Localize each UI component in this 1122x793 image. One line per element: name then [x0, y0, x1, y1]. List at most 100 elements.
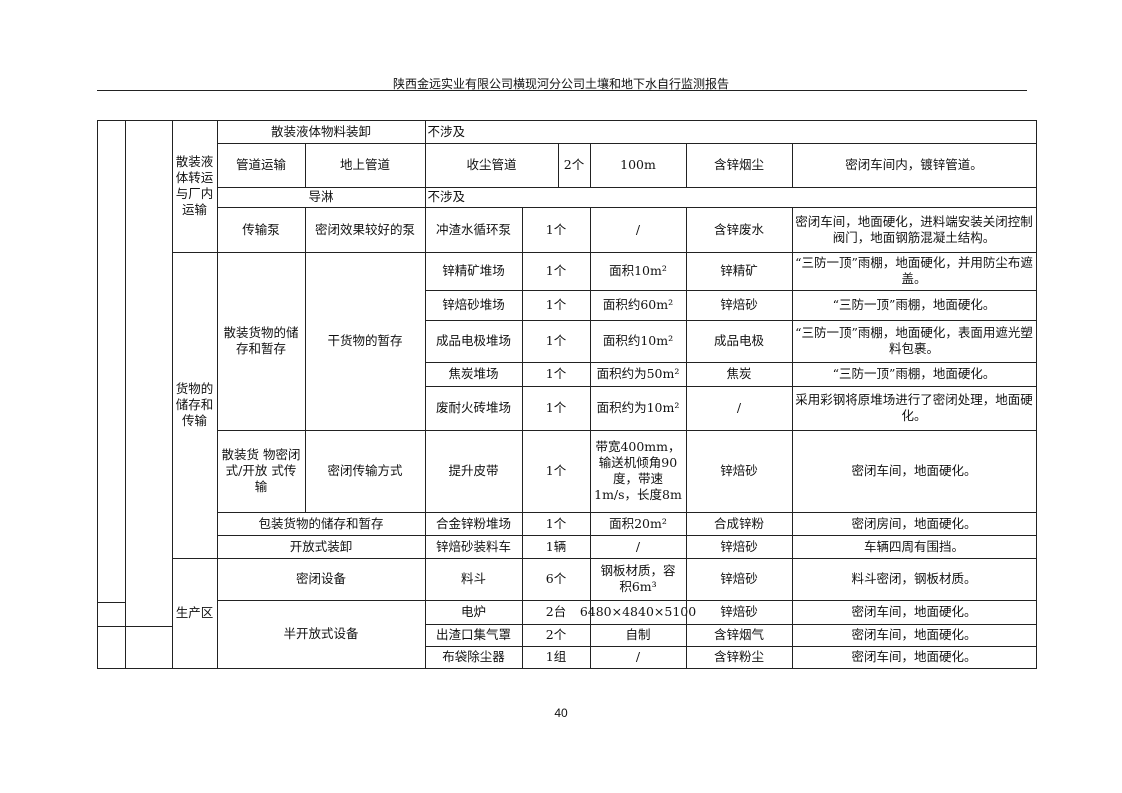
- table-cell-r8-e: 面积约为50m²: [589, 361, 687, 387]
- cell-text: 自制: [625, 627, 651, 642]
- cell-text: 带宽400mm，输送机倾角90度，带速1m/s，长度8m: [594, 439, 682, 502]
- table-cell-r5-e: 面积10m²: [589, 251, 687, 291]
- table-cell-r2-e: 100m: [589, 142, 687, 188]
- cell-text: 锌焙砂堆场: [442, 297, 505, 312]
- cell-text: 开放式装卸: [289, 538, 353, 554]
- cell-text: 成品电极堆场: [435, 333, 511, 348]
- cell-text: 锌焙砂: [720, 571, 758, 586]
- cell-text: 不涉及: [427, 189, 466, 204]
- table-cell-r11-f: 合成锌粉: [685, 511, 793, 536]
- cell-text: 电炉: [460, 604, 486, 619]
- table-cell-bulk-storage-a: 散装货物的储存和暂存: [216, 251, 306, 431]
- cell-text: 锌焙砂装料车: [435, 538, 511, 554]
- table-cell-r10-c: 提升皮带: [424, 429, 523, 513]
- cell-text: 含锌粉尘: [713, 649, 764, 664]
- table-cell-r9-c: 废耐火砖堆场: [424, 385, 523, 431]
- table-cell-r7-e: 面积约10m²: [589, 319, 687, 363]
- cell-text: 锌精矿: [720, 263, 758, 278]
- table-cell-r10-d: 1个: [521, 429, 591, 513]
- table-cell-r2-b: 地上管道: [304, 142, 426, 188]
- cell-text: 焦炭堆场: [448, 366, 499, 381]
- table-cell-groups-goods: 货物的储存和传输: [171, 251, 218, 559]
- table-cell-r4-f: 含锌废水: [685, 206, 793, 253]
- cell-text: 出渣口集气罩: [435, 627, 511, 642]
- table-cell-empty: [124, 119, 173, 669]
- cell-text: 合成锌粉: [713, 515, 764, 531]
- table-cell-r4-e: /: [589, 206, 687, 253]
- cell-text: 100m: [620, 157, 656, 172]
- table-cell-r10-e: 带宽400mm，输送机倾角90度，带速1m/s，长度8m: [589, 429, 687, 513]
- cell-text: 不涉及: [427, 123, 466, 139]
- cell-text: 半开放式设备: [283, 626, 359, 641]
- table-cell-r8-d: 1个: [521, 361, 591, 387]
- cell-text: 散装液体转运与厂内运输: [175, 154, 214, 217]
- cell-text: 成品电极: [713, 333, 764, 348]
- table-cell-r7-f: 成品电极: [685, 319, 793, 363]
- table-cell-r13-e: 钢板材质，容 积6m³: [589, 557, 687, 601]
- table-cell-r3-b: 不涉及: [424, 186, 1037, 208]
- cell-text: 废耐火砖堆场: [435, 400, 511, 415]
- table-cell-r12-c: 锌焙砂装料车: [424, 534, 523, 559]
- header-divider: [97, 90, 1027, 91]
- table-cell-r13-a: 密闭设备: [216, 557, 426, 601]
- table-cell-r13-c: 料斗: [424, 557, 523, 601]
- table-cell-r11-g: 密闭房间，地面硬化。: [791, 511, 1037, 536]
- table-cell-r10-a: 散装货 物密闭式/开放 式传输: [216, 429, 306, 513]
- cell-text: 提升皮带: [448, 463, 499, 478]
- cell-text: 2个: [545, 627, 567, 642]
- cell-text: 2台: [545, 604, 567, 619]
- table-cell-r16-f: 含锌粉尘: [685, 645, 793, 669]
- table-cell-r2-c: 收尘管道: [424, 142, 559, 188]
- table-cell-r12-e: /: [589, 534, 687, 559]
- cell-text: 密闭房间，地面硬化。: [851, 515, 977, 531]
- cell-text: “三防一顶”雨棚，地面硬化。: [832, 366, 996, 381]
- cell-text: 车辆四周有围挡。: [863, 538, 964, 554]
- cell-text: 收尘管道: [466, 157, 517, 172]
- table-cell-r12-a: 开放式装卸: [216, 534, 426, 559]
- table-cell-r11-c: 合金锌粉堆场: [424, 511, 523, 536]
- cell-text: 干货物的暂存: [327, 333, 403, 348]
- cell-text: 1个: [545, 297, 567, 312]
- table-cell-r9-d: 1个: [521, 385, 591, 431]
- table-cell-semi-open: 半开放式设备: [216, 599, 426, 669]
- cell-text: 密闭车间，地面硬化。: [851, 627, 977, 642]
- cell-text: 冲渣水循环泵: [435, 221, 511, 237]
- table-cell-r2-a: 管道运输: [216, 142, 306, 188]
- cell-text: 锌焙砂: [720, 463, 758, 478]
- table-cell-r7-g: “三防一顶”雨棚，地面硬化，表面用遮光塑料包裹。: [791, 319, 1037, 363]
- cell-text: 地上管道: [339, 157, 390, 172]
- table-rule: [97, 602, 125, 603]
- table-cell-r6-d: 1个: [521, 289, 591, 321]
- cell-text: 含锌烟气: [713, 627, 764, 642]
- cell-text: 料斗密闭，钢板材质。: [851, 571, 977, 586]
- table-cell-r14-e: 6480×4840×5100: [580, 599, 696, 625]
- table-cell-r9-f: /: [685, 385, 793, 431]
- cell-text: 含锌烟尘: [713, 157, 764, 172]
- cell-text: 6480×4840×5100: [579, 604, 697, 619]
- table-cell-r11-e: 面积20m²: [589, 511, 687, 536]
- table-cell-r13-f: 锌焙砂: [685, 557, 793, 601]
- cell-text: 锌焙砂: [720, 604, 758, 619]
- cell-text: 6个: [545, 571, 567, 586]
- table-cell-r15-c: 出渣口集气罩: [424, 623, 523, 647]
- page-number: 40: [554, 706, 568, 720]
- cell-text: 钢板材质，容 积6m³: [600, 563, 676, 594]
- cell-text: 货物的储存和传输: [175, 381, 214, 428]
- cell-text: /: [736, 400, 742, 415]
- table-cell-r15-f: 含锌烟气: [685, 623, 793, 647]
- cell-text: 散装货物的储存和暂存: [223, 325, 299, 356]
- table-cell-r16-d: 1组: [521, 645, 591, 669]
- cell-text: 传输泵: [242, 221, 280, 237]
- table-cell-r16-c: 布袋除尘器: [424, 645, 523, 669]
- cell-text: 面积约60m²: [602, 297, 674, 312]
- cell-text: 焦炭: [726, 366, 752, 381]
- table-cell-r2-d: 2个: [557, 142, 591, 188]
- table-cell-r11-d: 1个: [521, 511, 591, 536]
- cell-text: 锌精矿堆场: [442, 263, 505, 278]
- table-cell-r12-d: 1辆: [521, 534, 591, 559]
- table-cell-r8-g: “三防一顶”雨棚，地面硬化。: [791, 361, 1037, 387]
- cell-text: 密闭设备: [295, 571, 346, 586]
- table-cell-groups-liquid: 散装液体转运与厂内运输: [171, 119, 218, 253]
- cell-text: 面积约10m²: [602, 333, 674, 348]
